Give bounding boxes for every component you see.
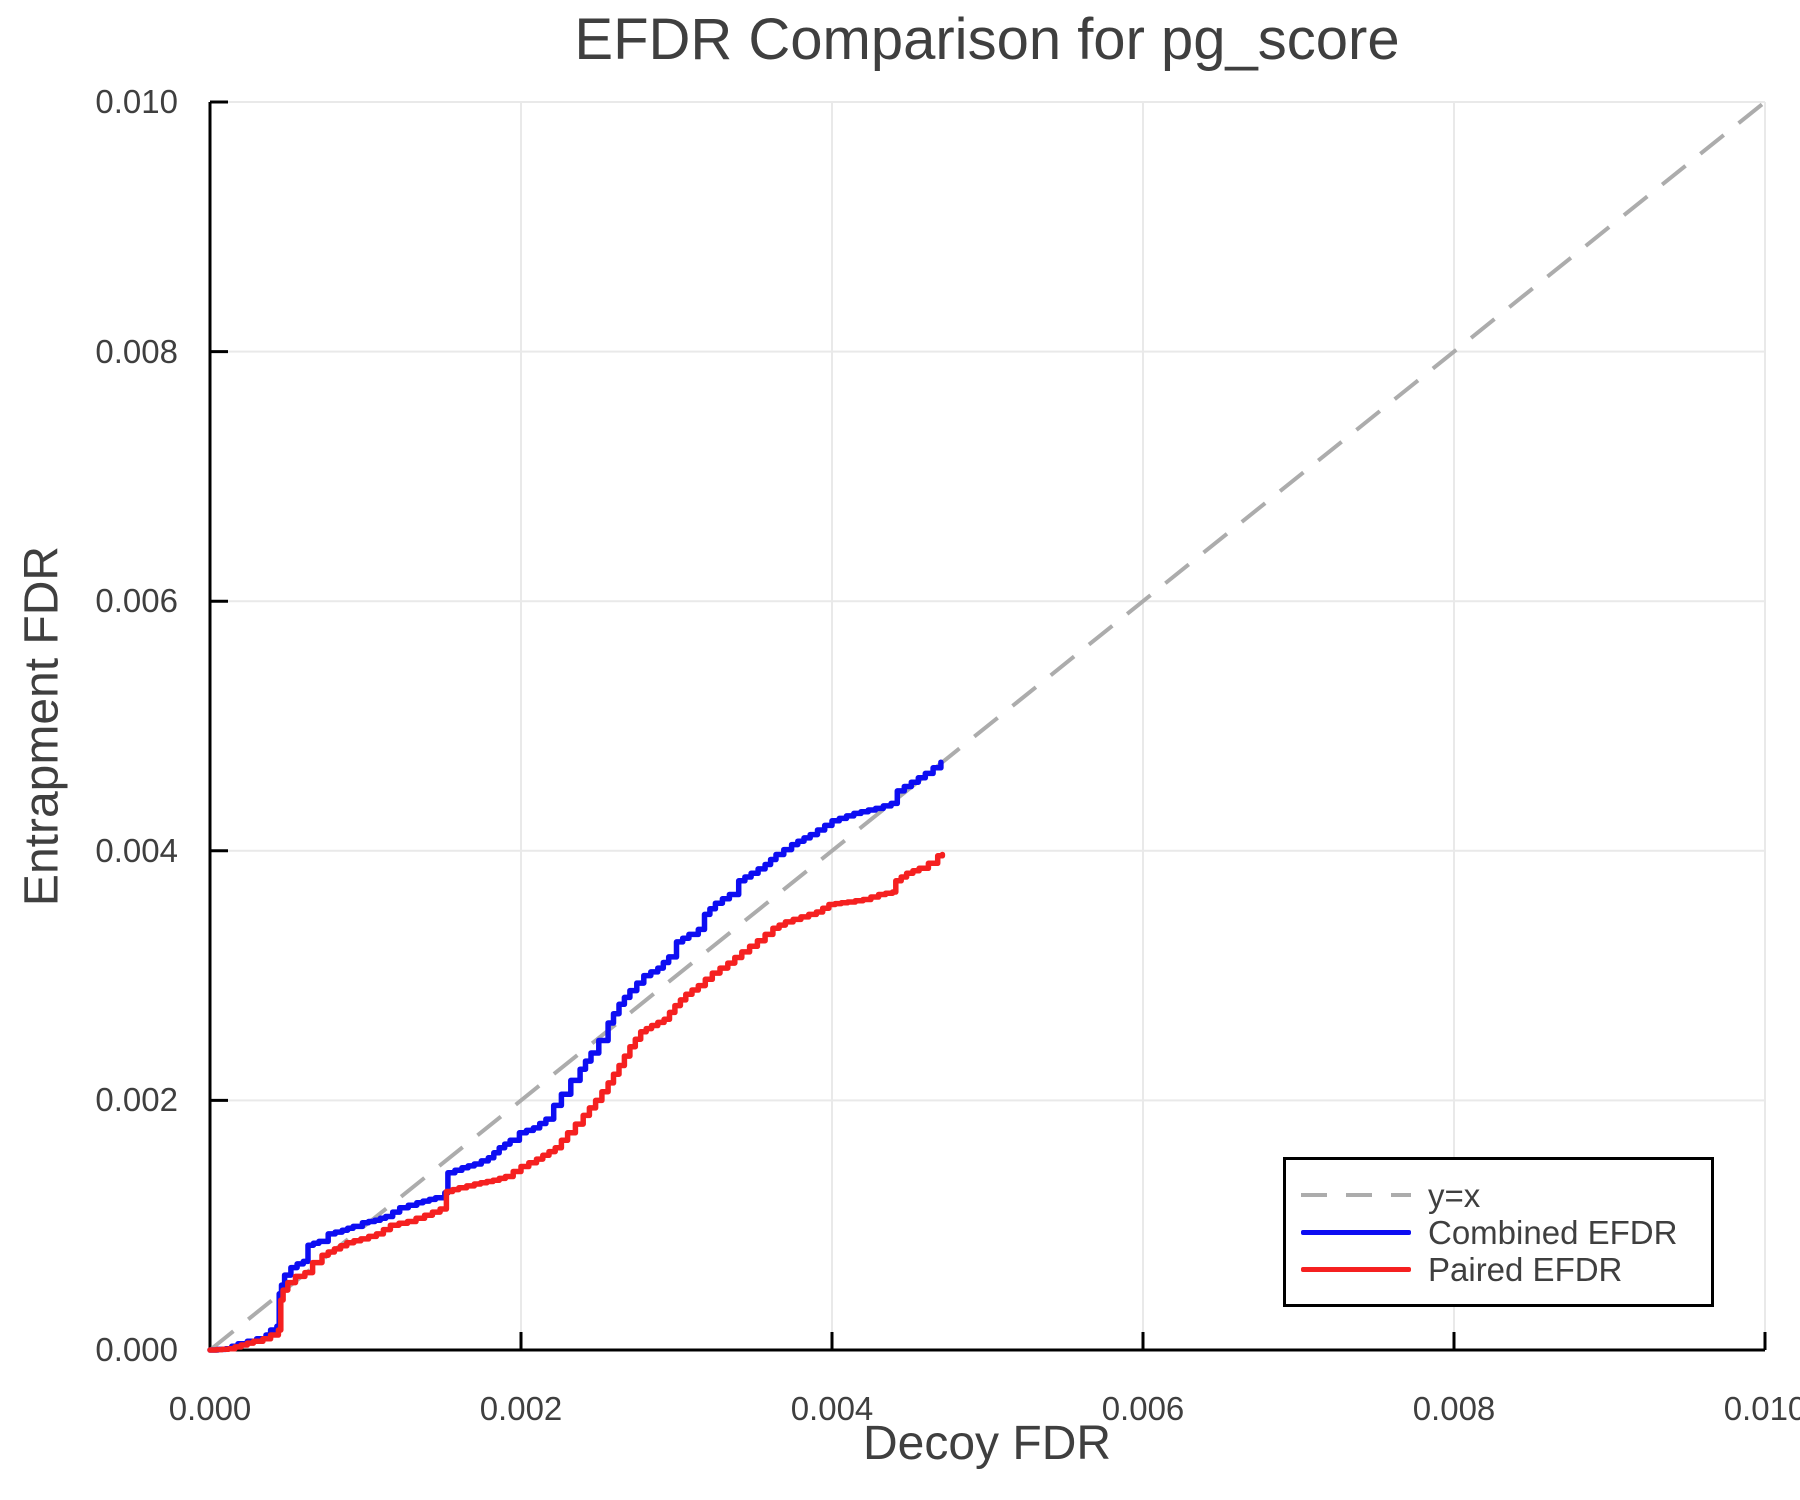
y-tick-label: 0.004 xyxy=(95,831,178,869)
legend-item: Paired EFDR xyxy=(1286,1251,1711,1288)
legend-item-label: Combined EFDR xyxy=(1428,1213,1678,1251)
x-tick-label: 0.010 xyxy=(1723,1390,1800,1427)
y-tick-label: 0.010 xyxy=(95,83,178,120)
legend-item: Combined EFDR xyxy=(1286,1214,1711,1251)
chart-title: EFDR Comparison for pg_score xyxy=(574,7,1400,72)
legend: y=x Combined EFDR Paired EFDR xyxy=(1283,1157,1714,1307)
legend-item: y=x xyxy=(1286,1177,1711,1214)
x-tick-label: 0.000 xyxy=(168,1390,252,1427)
x-tick-label: 0.006 xyxy=(1101,1390,1185,1427)
y-tick-label: 0.006 xyxy=(95,582,178,620)
y-tick-label: 0.008 xyxy=(95,332,178,370)
x-tick-label: 0.008 xyxy=(1412,1390,1496,1427)
y-tick-label: 0.002 xyxy=(95,1081,178,1119)
combined-efdr-line xyxy=(207,759,944,1353)
legend-item-label: y=x xyxy=(1428,1176,1481,1214)
identity-line xyxy=(208,100,1767,1352)
x-axis-label: Decoy FDR xyxy=(862,1417,1112,1470)
paired-efdr-line xyxy=(207,851,946,1353)
x-tick-label: 0.002 xyxy=(479,1390,563,1427)
legend-dashed-line-sample xyxy=(1301,1193,1411,1197)
x-tick-label: 0.004 xyxy=(790,1390,874,1427)
legend-blue-line-sample xyxy=(1301,1229,1411,1235)
legend-red-line-sample xyxy=(1301,1266,1411,1272)
y-tick-label: 0.000 xyxy=(95,1331,178,1368)
legend-item-label: Paired EFDR xyxy=(1428,1250,1623,1288)
